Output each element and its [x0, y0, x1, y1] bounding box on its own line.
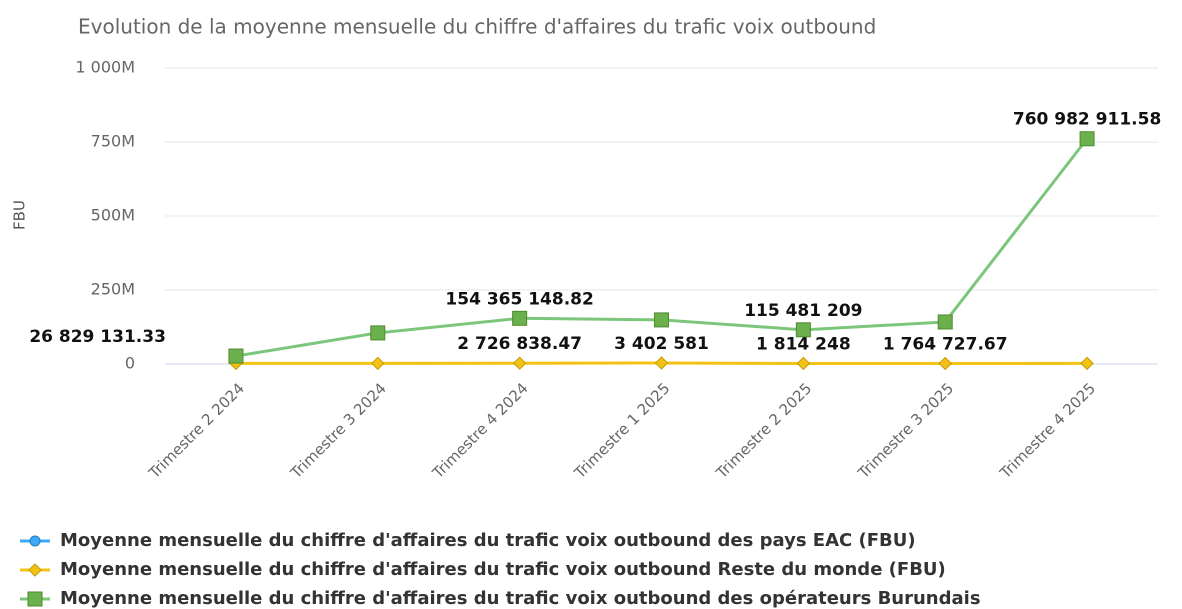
marker	[370, 325, 386, 341]
marker	[371, 356, 385, 371]
marker	[512, 310, 528, 326]
legend-marker	[29, 535, 41, 547]
marker	[938, 356, 952, 371]
marker	[937, 314, 953, 330]
data-label: 3 402 581	[614, 334, 709, 354]
marker	[654, 356, 669, 370]
data-label: 2 726 838.47	[457, 334, 582, 354]
x-tick-label: Trimestre 4 2024	[428, 379, 531, 482]
marker	[1079, 131, 1095, 147]
x-tick-label: Trimestre 1 2025	[570, 379, 673, 482]
data-label: 760 982 911.58	[1013, 110, 1161, 130]
data-label: 1 764 727.67	[883, 334, 1008, 354]
data-label: 115 481 209	[744, 301, 862, 321]
legend-label: Moyenne mensuelle du chiffre d'affaires …	[60, 559, 946, 580]
legend-marker	[28, 563, 42, 577]
x-tick-label: Trimestre 2 2025	[712, 379, 815, 482]
data-label: 154 365 148.82	[445, 289, 593, 309]
y-tick-label: 1 000M	[75, 58, 135, 77]
legend-marker	[27, 591, 43, 607]
marker	[1080, 356, 1094, 371]
chart-title: Evolution de la moyenne mensuelle du chi…	[78, 15, 876, 39]
legend-label: Moyenne mensuelle du chiffre d'affaires …	[60, 588, 981, 609]
y-tick-label: 0	[125, 354, 135, 373]
marker	[228, 348, 244, 364]
marker	[654, 312, 669, 328]
legend-label: Moyenne mensuelle du chiffre d'affaires …	[60, 530, 916, 551]
y-tick-label: 250M	[91, 280, 135, 299]
data-label: 26 829 131.33	[29, 327, 166, 347]
x-tick-label: Trimestre 3 2024	[286, 379, 389, 482]
data-label: 1 814 248	[756, 334, 851, 354]
x-tick-label: Trimestre 3 2025	[854, 379, 957, 482]
x-tick-label: Trimestre 4 2025	[996, 379, 1099, 482]
marker	[796, 356, 811, 371]
y-tick-label: 500M	[91, 206, 135, 225]
marker	[795, 322, 811, 338]
y-axis-label: FBU	[11, 200, 29, 230]
marker	[512, 356, 527, 370]
y-tick-label: 750M	[91, 132, 135, 151]
x-tick-label: Trimestre 2 2024	[145, 379, 248, 482]
